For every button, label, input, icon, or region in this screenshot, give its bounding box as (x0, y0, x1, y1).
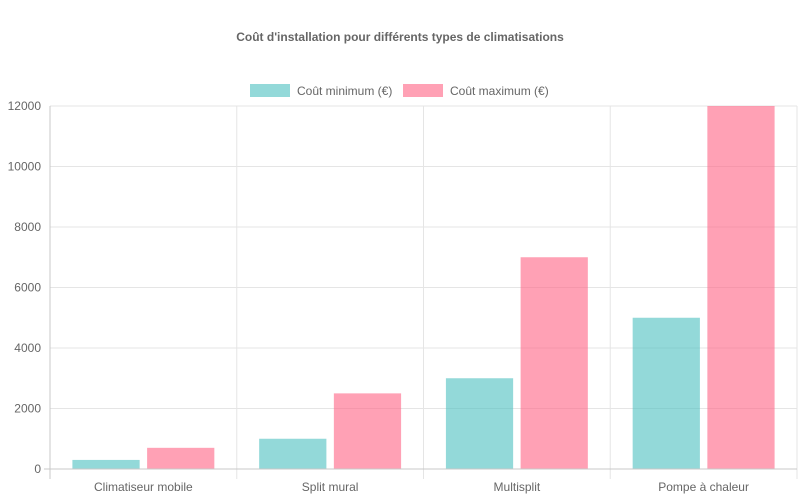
chart-legend: Coût minimum (€) Coût maximum (€) (250, 84, 549, 98)
bar-max-3[interactable] (707, 106, 775, 469)
bar-max-1[interactable] (333, 393, 402, 469)
x-tick-label: Split mural (302, 480, 359, 494)
bar-min-1[interactable] (259, 438, 327, 469)
y-tick-label: 2000 (14, 402, 41, 416)
y-axis-labels: 0 2000 4000 6000 8000 10000 12000 (8, 99, 42, 476)
y-tick-label: 8000 (14, 220, 41, 234)
legend-swatch-min (250, 84, 290, 97)
x-tick-label: Climatiseur mobile (94, 480, 193, 494)
legend-swatch-max (403, 84, 443, 97)
bar-min-2[interactable] (445, 378, 514, 469)
y-tick-label: 0 (34, 462, 41, 476)
legend-item-min[interactable]: Coût minimum (€) (250, 84, 392, 98)
bar-min-3[interactable] (632, 317, 700, 469)
x-tick-label: Pompe à chaleur (658, 480, 749, 494)
chart-grid (50, 105, 798, 479)
chart-bars (72, 106, 775, 469)
x-axis-labels: Climatiseur mobile Split mural Multisplit P… (94, 480, 749, 494)
bar-min-0[interactable] (72, 459, 140, 469)
x-tick-label: Multisplit (494, 480, 541, 494)
y-tick-label: 12000 (8, 99, 42, 113)
legend-item-max[interactable]: Coût maximum (€) (403, 84, 549, 98)
chart-axes (44, 106, 797, 479)
y-tick-label: 10000 (8, 160, 42, 174)
y-tick-label: 6000 (14, 281, 41, 295)
y-tick-label: 4000 (14, 341, 41, 355)
legend-label-max: Coût maximum (€) (450, 84, 549, 98)
bar-max-2[interactable] (520, 257, 588, 469)
legend-label-min: Coût minimum (€) (297, 84, 392, 98)
bar-max-0[interactable] (147, 447, 215, 469)
chart-title: Coût d'installation pour différents type… (236, 30, 564, 44)
